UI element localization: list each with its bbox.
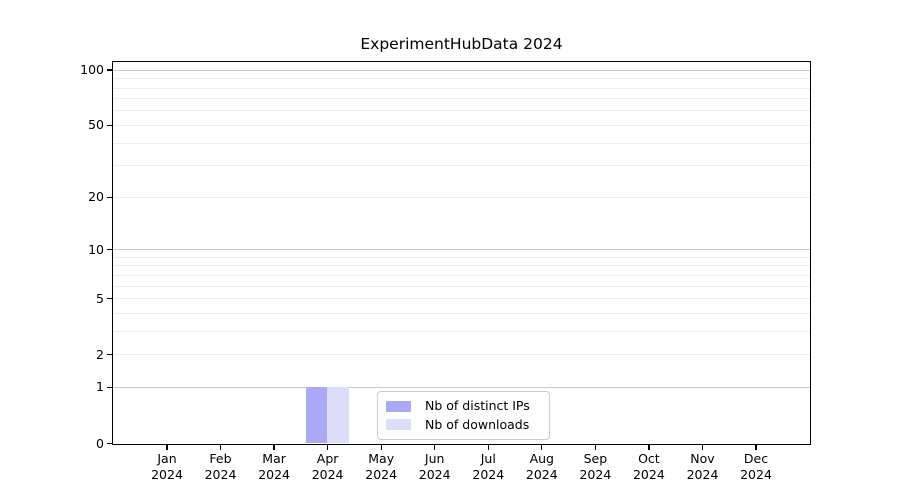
x-tick-label-oct: Oct 2024 bbox=[619, 451, 679, 482]
legend-swatch-downloads bbox=[386, 419, 411, 431]
x-tick-label-may: May 2024 bbox=[351, 451, 411, 482]
gridline-minor bbox=[113, 196, 810, 198]
x-tick-year: 2024 bbox=[151, 466, 183, 482]
gridline-minor bbox=[113, 256, 810, 258]
y-tick-label: 5 bbox=[96, 290, 104, 306]
x-tick-month: Oct bbox=[638, 451, 660, 466]
x-tick-year: 2024 bbox=[204, 466, 237, 482]
y-tick-label: 50 bbox=[88, 117, 104, 133]
legend: Nb of distinct IPs Nb of downloads bbox=[377, 391, 550, 440]
x-tick-month: Aug bbox=[529, 451, 554, 466]
x-tick bbox=[487, 444, 489, 450]
legend-swatch-distinct-ips bbox=[386, 400, 411, 412]
x-tick-month: Nov bbox=[690, 451, 715, 466]
x-tick-month: Sep bbox=[583, 451, 608, 466]
x-tick-month: Feb bbox=[209, 451, 232, 466]
x-tick bbox=[327, 444, 329, 450]
legend-item: Nb of downloads bbox=[386, 417, 538, 434]
x-tick-label-jul: Jul 2024 bbox=[458, 451, 518, 482]
y-tick bbox=[107, 297, 113, 300]
legend-item-label: Nb of downloads bbox=[425, 416, 530, 432]
x-tick-year: 2024 bbox=[632, 466, 665, 482]
x-tick-label-mar: Mar 2024 bbox=[244, 451, 304, 482]
x-tick-label-dec: Dec 2024 bbox=[726, 451, 786, 482]
legend-item-label: Nb of distinct IPs bbox=[425, 398, 530, 414]
x-tick-year: 2024 bbox=[258, 466, 290, 482]
gridline-minor bbox=[113, 87, 810, 89]
gridline-minor bbox=[113, 124, 810, 126]
gridline-minor bbox=[113, 142, 810, 144]
gridline-minor bbox=[113, 265, 810, 267]
y-tick-label: 1 bbox=[96, 379, 104, 395]
x-tick bbox=[166, 444, 168, 450]
y-tick-label: 20 bbox=[88, 189, 104, 205]
x-tick-year: 2024 bbox=[365, 466, 398, 482]
y-tick bbox=[107, 442, 113, 445]
x-tick-label-aug: Aug 2024 bbox=[512, 451, 572, 482]
bar-distinct-ips-apr-2024 bbox=[305, 387, 328, 444]
x-tick-month: Jun bbox=[424, 451, 445, 466]
x-tick-month: May bbox=[368, 451, 395, 466]
gridline-minor bbox=[113, 274, 810, 276]
x-tick-year: 2024 bbox=[472, 466, 505, 482]
gridline-major bbox=[113, 249, 810, 251]
y-tick bbox=[107, 69, 113, 71]
y-tick-label: 100 bbox=[80, 62, 104, 77]
x-tick-year: 2024 bbox=[740, 466, 772, 482]
gridline-minor bbox=[113, 285, 810, 287]
x-tick-label-sep: Sep 2024 bbox=[565, 451, 625, 482]
y-tick bbox=[107, 386, 113, 389]
x-tick-label-nov: Nov 2024 bbox=[673, 451, 733, 482]
x-tick-label-jan: Jan 2024 bbox=[137, 451, 197, 482]
gridline-major bbox=[113, 387, 810, 388]
x-tick-year: 2024 bbox=[418, 466, 451, 482]
x-tick-label-apr: Apr 2024 bbox=[298, 451, 358, 482]
x-tick bbox=[648, 444, 650, 450]
legend-item: Nb of distinct IPs bbox=[386, 398, 538, 415]
x-tick-label-feb: Feb 2024 bbox=[191, 451, 251, 482]
y-tick-label: 0 bbox=[96, 435, 104, 451]
plot-area: Nb of distinct IPs Nb of downloads bbox=[112, 61, 811, 445]
gridline-minor bbox=[113, 98, 810, 100]
y-tick bbox=[107, 353, 113, 356]
x-tick-label-jun: Jun 2024 bbox=[405, 451, 465, 482]
x-tick bbox=[273, 444, 275, 450]
y-tick bbox=[107, 248, 113, 251]
x-tick bbox=[219, 444, 222, 450]
gridline-major bbox=[113, 69, 810, 71]
gridline-minor bbox=[113, 165, 810, 167]
gridline-minor bbox=[113, 354, 810, 356]
x-tick bbox=[594, 444, 596, 450]
y-tick-label: 10 bbox=[88, 241, 104, 257]
y-tick bbox=[107, 196, 113, 198]
gridline-minor bbox=[113, 312, 810, 314]
gridline-minor bbox=[113, 330, 810, 332]
x-tick-month: Apr bbox=[316, 451, 339, 466]
x-tick-month: Mar bbox=[262, 451, 286, 466]
x-tick-year: 2024 bbox=[525, 466, 558, 482]
x-tick-year: 2024 bbox=[311, 466, 344, 482]
x-tick-year: 2024 bbox=[686, 466, 719, 482]
x-tick-month: Jan bbox=[157, 451, 177, 466]
y-tick-label: 2 bbox=[96, 346, 104, 362]
x-tick bbox=[541, 444, 543, 450]
y-tick bbox=[107, 124, 113, 126]
x-tick bbox=[434, 444, 436, 450]
bar-downloads-apr-2024 bbox=[327, 387, 349, 444]
x-tick-month: Jul bbox=[480, 451, 496, 466]
gridline-minor bbox=[113, 110, 810, 112]
x-tick bbox=[380, 444, 382, 450]
x-tick-year: 2024 bbox=[579, 466, 612, 482]
x-tick-month: Dec bbox=[743, 451, 769, 466]
chart-title: ExperimentHubData 2024 bbox=[360, 35, 563, 53]
gridline-minor bbox=[113, 298, 810, 300]
x-tick bbox=[755, 444, 757, 450]
gridline-minor bbox=[113, 78, 810, 80]
x-tick bbox=[701, 444, 704, 450]
